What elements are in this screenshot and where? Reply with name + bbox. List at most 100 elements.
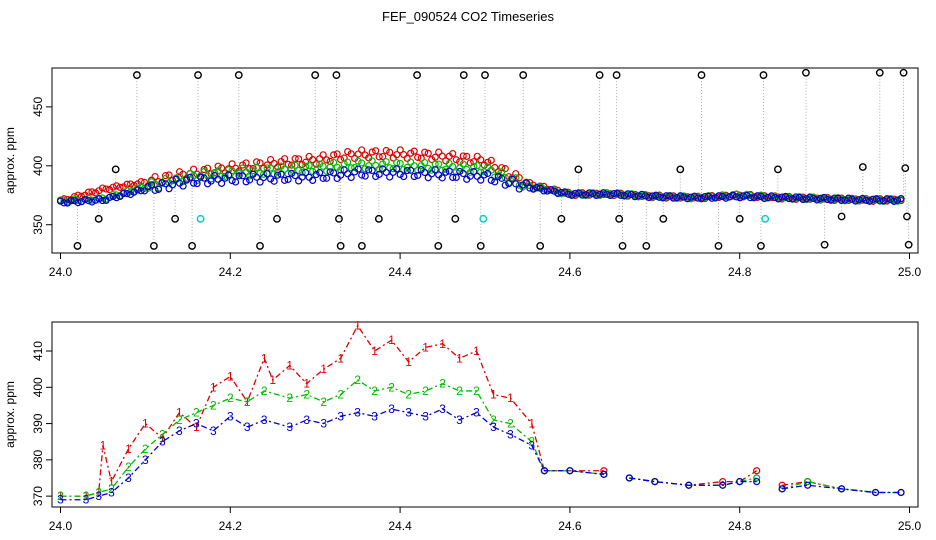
series-3-point (284, 175, 292, 184)
series-3-point (732, 193, 741, 201)
series-2-point (319, 162, 327, 170)
x-tick-label: 24.6 (558, 265, 582, 279)
series-1-point (256, 159, 264, 167)
series-3-point (652, 191, 660, 199)
series-2-point (214, 167, 222, 175)
series-2-point (372, 161, 380, 169)
series-3-point (564, 190, 572, 198)
series-3-point (771, 193, 779, 202)
series-3-point (603, 190, 611, 198)
series-2-marker: 2 (83, 489, 90, 503)
series-3-point (830, 194, 839, 202)
reference-point (413, 71, 421, 79)
series-3-point (372, 172, 380, 181)
series-3-point (600, 470, 608, 478)
series-3-point (470, 168, 478, 176)
series-3-point (620, 192, 628, 200)
series-3-point (774, 195, 783, 203)
series-3-point (557, 188, 565, 197)
series-1-marker: 1 (456, 351, 463, 365)
series-3-point (393, 165, 401, 173)
series-3-point (683, 195, 691, 203)
series-2-marker: 2 (371, 384, 378, 398)
series-2-marker: 2 (303, 388, 310, 402)
series-3-point (137, 187, 145, 195)
series-2-marker: 2 (320, 395, 327, 409)
series-3-marker: 3 (142, 453, 149, 467)
series-3-point (799, 195, 807, 204)
series-3-point (722, 194, 730, 202)
series-1-point (494, 168, 502, 176)
reference-point (697, 71, 706, 79)
reference-point (73, 242, 82, 250)
series-1-marker: 1 (405, 355, 412, 369)
series-2-point (344, 158, 352, 166)
series-3-marker: 3 (193, 417, 200, 431)
series-3-point (344, 170, 352, 178)
series-2-point (256, 169, 264, 177)
series-3-point (400, 172, 408, 181)
series-3-point (704, 192, 712, 200)
series-3-point (701, 192, 709, 201)
reference-point (332, 71, 341, 79)
series-3-point (802, 195, 811, 203)
series-2-point (421, 158, 429, 167)
reference-point (171, 214, 180, 223)
y-axis-label: approx. ppm (3, 381, 17, 448)
reference-point (557, 214, 566, 223)
reference-point (574, 165, 583, 174)
series-3-point (354, 165, 362, 173)
reference-point (111, 165, 120, 174)
y-tick-label: 370 (31, 486, 45, 506)
series-1-point (91, 189, 100, 197)
series-2-marker: 2 (405, 388, 412, 402)
series-2-line (781, 480, 902, 494)
series-3-point (428, 170, 436, 178)
series-1-point (337, 156, 345, 164)
series-2-point (466, 168, 474, 176)
series-1-point (470, 158, 478, 166)
series-1-point (242, 159, 250, 167)
reference-point (256, 242, 264, 250)
reference-point (133, 71, 141, 79)
reference-point (618, 242, 627, 250)
series-3-marker: 3 (490, 420, 497, 434)
x-tick-label: 24.8 (728, 519, 752, 533)
series-2-point (281, 165, 289, 173)
series-2-point (224, 166, 233, 174)
series-3-point (599, 189, 607, 197)
series-3-marker: 3 (371, 409, 378, 423)
series-2-point (375, 165, 383, 173)
series-1-point (179, 170, 187, 178)
series-2-marker: 2 (244, 395, 251, 409)
series-3-point (253, 173, 261, 181)
series-3-point (680, 193, 688, 201)
series-1-point (396, 146, 404, 154)
y-tick-label: 450 (31, 97, 45, 117)
series-3-point (424, 174, 432, 182)
x-tick-label: 24.2 (219, 519, 243, 533)
series-3-point (147, 181, 156, 189)
series-3-point (872, 195, 881, 203)
series-1-marker: 1 (193, 420, 200, 434)
series-2-point (291, 161, 299, 169)
series-2-point (267, 164, 275, 172)
x-tick-label: 24.6 (558, 519, 582, 533)
series-3-point (452, 173, 460, 182)
series-3-point (158, 178, 166, 187)
series-3-point (862, 196, 870, 204)
series-3-point (606, 191, 614, 200)
series-3-point (651, 478, 659, 486)
flagged-point (196, 214, 205, 223)
series-3-point (617, 191, 625, 200)
series-3-marker: 3 (83, 493, 90, 507)
series-3-point (270, 177, 278, 185)
series-3-point (785, 195, 793, 203)
series-1-point (375, 153, 383, 161)
series-3-point (641, 192, 649, 200)
series-3-point (95, 195, 103, 203)
series-3-point (193, 180, 201, 188)
series-2-point (470, 162, 478, 171)
series-3-point (484, 169, 492, 178)
reference-point (434, 242, 443, 250)
